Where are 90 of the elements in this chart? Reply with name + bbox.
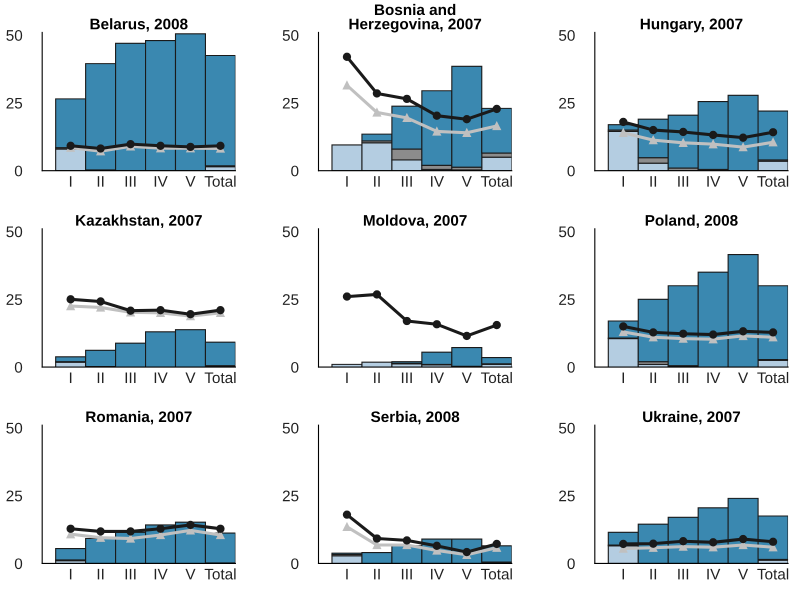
y-tick-label: 50 <box>6 422 22 434</box>
x-tick-label: II <box>650 568 656 580</box>
x-tick-label: V <box>738 176 748 187</box>
x-tick-label: V <box>185 176 196 187</box>
x-tick-label: Total <box>480 176 512 187</box>
x-tick-label: IV <box>431 176 444 187</box>
x-tick-label: Total <box>204 176 236 187</box>
chart-title: Poland, 2008 <box>646 214 738 228</box>
y-tick-label: 0 <box>567 558 575 570</box>
x-tick-label: IV <box>707 176 720 187</box>
y-tick-label: 50 <box>558 422 575 434</box>
y-tick-label: 50 <box>558 226 575 238</box>
x-tick-label: V <box>738 372 748 384</box>
x-tick-label: I <box>346 568 348 580</box>
x-tick-label: IV <box>154 176 168 187</box>
y-tick-label: 0 <box>14 362 22 373</box>
y-tick-label: 0 <box>291 362 298 373</box>
chart-title: Belarus, 2008 <box>90 18 188 32</box>
x-tick-label: I <box>346 372 348 384</box>
x-tick-label: V <box>462 372 472 384</box>
x-tick-label: Total <box>757 568 788 580</box>
chart-title: Kazakhstan, 2007 <box>76 214 202 228</box>
y-tick-label: 50 <box>6 30 22 41</box>
y-tick-label: 25 <box>6 490 22 502</box>
y-tick-label: 0 <box>291 166 298 176</box>
x-tick-label: Total <box>204 568 236 580</box>
y-tick-label: 0 <box>14 558 22 570</box>
y-tick-label: 25 <box>282 294 298 305</box>
x-tick-label: I <box>622 176 624 187</box>
x-tick-label: II <box>98 568 104 580</box>
x-tick-label: Total <box>757 176 788 187</box>
y-tick-label: 50 <box>282 422 298 434</box>
y-tick-label: 0 <box>567 166 575 176</box>
y-tick-label: 50 <box>558 30 575 41</box>
x-tick-label: III <box>126 372 136 384</box>
x-tick-label: V <box>462 568 472 580</box>
chart-title: Ukraine, 2007 <box>643 410 740 424</box>
x-tick-label: IV <box>154 568 168 580</box>
chart-title: Moldova, 2007 <box>364 214 467 228</box>
x-tick-label: V <box>738 568 748 580</box>
x-tick-label: I <box>346 176 348 187</box>
y-tick-label: 0 <box>291 558 298 570</box>
x-tick-label: III <box>402 176 412 187</box>
y-tick-label: 0 <box>567 362 575 373</box>
y-tick-label: 50 <box>282 226 298 238</box>
x-tick-label: III <box>402 372 412 384</box>
x-tick-label: I <box>622 568 624 580</box>
x-tick-label: I <box>70 568 72 580</box>
x-tick-label: II <box>374 372 380 384</box>
chart-title: Serbia, 2008 <box>370 410 460 424</box>
x-tick-label: Total <box>757 372 788 384</box>
x-tick-label: II <box>98 372 104 384</box>
y-tick-label: 25 <box>559 98 575 109</box>
x-tick-label: IV <box>431 372 444 384</box>
x-tick-label: IV <box>154 372 168 384</box>
y-tick-label: 25 <box>6 98 22 109</box>
x-tick-label: I <box>70 176 72 187</box>
y-tick-label: 25 <box>282 98 298 109</box>
x-tick-label: Total <box>480 372 512 384</box>
x-tick-label: I <box>622 372 624 384</box>
x-tick-label: III <box>126 176 136 187</box>
chart-title: Hungary, 2007 <box>640 18 742 32</box>
x-tick-label: III <box>678 176 688 187</box>
x-tick-label: IV <box>707 372 720 384</box>
chart-title: Bosnia and Herzegovina, 2007 <box>349 4 482 32</box>
x-tick-label: Total <box>204 372 236 384</box>
y-tick-label: 25 <box>282 490 298 502</box>
y-tick-label: 50 <box>6 226 22 238</box>
x-tick-label: III <box>402 568 412 580</box>
x-tick-label: I <box>70 372 72 384</box>
y-tick-label: 25 <box>6 294 22 305</box>
x-tick-label: II <box>650 372 656 384</box>
x-tick-label: Total <box>480 568 512 580</box>
x-tick-label: II <box>98 176 104 187</box>
x-tick-label: V <box>462 176 472 187</box>
x-tick-label: II <box>650 176 656 187</box>
x-tick-label: III <box>678 372 688 384</box>
y-tick-label: 50 <box>282 30 298 41</box>
y-tick-label: 25 <box>559 294 575 305</box>
x-tick-label: V <box>185 568 196 580</box>
y-tick-label: 25 <box>559 490 575 502</box>
chart-title: Romania, 2007 <box>86 410 192 424</box>
x-tick-label: IV <box>431 568 444 580</box>
y-tick-label: 0 <box>14 166 22 176</box>
x-tick-label: III <box>126 568 136 580</box>
x-tick-label: V <box>185 372 196 384</box>
x-tick-label: III <box>678 568 688 580</box>
x-tick-label: IV <box>707 568 720 580</box>
x-tick-label: II <box>374 568 380 580</box>
x-tick-label: II <box>374 176 380 187</box>
